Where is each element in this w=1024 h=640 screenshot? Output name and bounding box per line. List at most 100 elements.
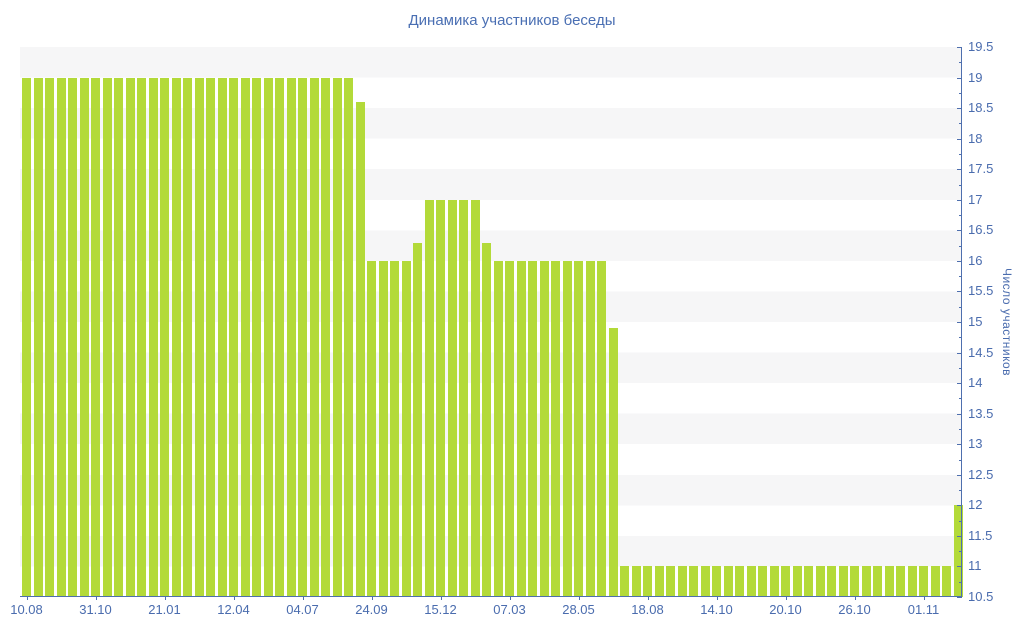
- bar: [723, 566, 733, 597]
- bar: [769, 566, 779, 597]
- y-axis-minor-tick: [959, 398, 962, 400]
- bar: [597, 260, 606, 597]
- bar: [505, 260, 514, 597]
- bar: [79, 77, 89, 597]
- y-axis-minor-tick: [959, 428, 962, 430]
- bar: [378, 260, 388, 597]
- y-axis-minor-tick: [959, 184, 962, 186]
- y-axis-major-tick: [957, 597, 962, 598]
- y-axis-tick-label: 14.5: [968, 344, 994, 360]
- bar: [102, 77, 112, 597]
- y-axis-major-tick: [957, 169, 962, 171]
- bar: [746, 566, 756, 597]
- bar: [689, 566, 698, 597]
- bar: [355, 102, 365, 597]
- x-axis-tick: [302, 597, 304, 600]
- bar: [493, 260, 503, 597]
- y-axis-tick-label: 15.5: [968, 283, 994, 299]
- bar: [321, 77, 330, 597]
- x-axis-tick: [95, 597, 97, 600]
- x-axis-tick-label: 12.04: [217, 602, 250, 617]
- x-axis-tick-label: 21.01: [148, 602, 181, 617]
- x-axis-tick-label: 18.08: [631, 602, 664, 617]
- bar: [390, 260, 399, 597]
- bar: [631, 566, 641, 597]
- bar: [45, 77, 54, 597]
- x-axis-tick: [647, 597, 649, 600]
- bar: [585, 260, 595, 597]
- y-axis-minor-tick: [959, 276, 962, 278]
- bar: [953, 505, 963, 597]
- chart-title: Динамика участников беседы: [408, 12, 616, 29]
- bar: [22, 77, 31, 597]
- x-axis-tick-label: 15.12: [424, 602, 457, 617]
- bar: [620, 566, 629, 597]
- y-axis-tick-label: 19: [968, 69, 983, 85]
- bar: [413, 242, 422, 597]
- bar: [861, 566, 871, 597]
- x-axis-tick-label: 26.10: [838, 602, 871, 617]
- bar: [873, 566, 882, 597]
- x-axis-tick-label: 24.09: [355, 602, 388, 617]
- x-axis-line: [20, 596, 962, 597]
- bar: [240, 77, 250, 597]
- x-axis-tick: [440, 597, 442, 600]
- bar: [344, 77, 353, 597]
- y-axis-tick-label: 17: [968, 191, 983, 207]
- y-axis-minor-tick: [959, 581, 962, 583]
- y-axis-major-tick: [957, 260, 962, 262]
- y-axis-tick-label: 10.5: [968, 589, 994, 604]
- bar: [56, 77, 66, 597]
- bar: [838, 566, 848, 597]
- x-axis-tick-label: 01.11: [907, 602, 940, 617]
- bar: [229, 77, 238, 597]
- y-axis-major-tick: [957, 383, 962, 385]
- y-axis-major-tick: [957, 352, 962, 354]
- bar: [528, 260, 537, 597]
- y-axis-tick-label: 18: [968, 130, 983, 146]
- bar: [907, 566, 917, 597]
- y-axis-minor-tick: [959, 520, 962, 522]
- y-axis-major-tick: [957, 77, 962, 79]
- bar: [217, 77, 227, 597]
- bar: [263, 77, 273, 597]
- bar: [33, 77, 43, 597]
- y-axis-major-tick: [957, 230, 962, 232]
- y-axis-minor-tick: [959, 62, 962, 64]
- y-axis-minor-tick: [959, 459, 962, 461]
- y-axis-minor-tick: [959, 337, 962, 339]
- x-axis-tick-label: 28.05: [562, 602, 595, 617]
- y-axis-major-tick: [957, 199, 962, 201]
- bar: [654, 566, 664, 597]
- x-axis-tick: [578, 597, 580, 600]
- bar: [332, 77, 342, 597]
- y-axis-tick-label: 18.5: [968, 100, 994, 116]
- bar: [194, 77, 204, 597]
- bar: [206, 77, 215, 597]
- bar: [275, 77, 284, 597]
- y-axis-tick-label: 17.5: [968, 161, 994, 177]
- bar: [459, 199, 468, 597]
- bar: [919, 566, 928, 597]
- y-axis-minor-tick: [959, 245, 962, 247]
- x-axis-tick: [785, 597, 787, 600]
- plot-area: [20, 47, 963, 598]
- y-axis-minor-tick: [959, 551, 962, 553]
- bar: [436, 199, 445, 597]
- y-axis-tick-label: 13: [968, 436, 983, 452]
- bar: [401, 260, 411, 597]
- bar: [137, 77, 146, 597]
- x-axis-tick: [854, 597, 856, 600]
- y-axis-tick-label: 12.5: [968, 466, 994, 482]
- bar: [700, 566, 710, 597]
- bar: [367, 260, 376, 597]
- bar: [643, 566, 652, 597]
- bar: [574, 260, 583, 597]
- y-axis-major-tick: [957, 413, 962, 415]
- bar: [712, 566, 721, 597]
- y-axis-minor-tick: [959, 215, 962, 217]
- bar: [804, 566, 813, 597]
- x-axis-tick-label: 04.07: [286, 602, 319, 617]
- x-axis-tick: [371, 597, 373, 600]
